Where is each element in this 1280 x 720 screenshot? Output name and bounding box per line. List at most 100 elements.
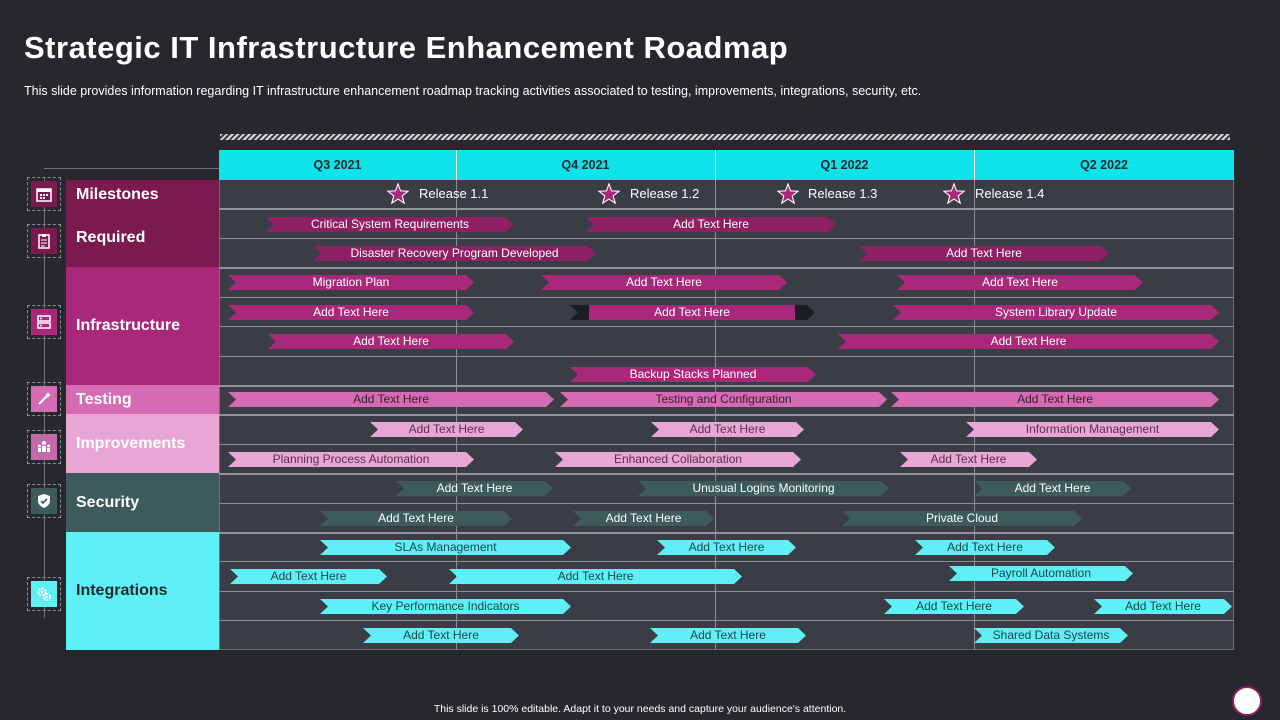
roadmap-bar[interactable]: Testing and Configuration (560, 392, 887, 407)
roadmap-bar[interactable]: Critical System Requirements (266, 217, 514, 232)
grid-hline (219, 620, 1234, 621)
category-label: Required (76, 229, 146, 246)
grid-hline (219, 532, 1234, 534)
roadmap-bar[interactable]: Add Text Here (589, 305, 795, 320)
calendar-icon (31, 181, 57, 207)
grid-hline (219, 267, 1234, 269)
roadmap-bar[interactable]: Add Text Here (230, 569, 387, 584)
roadmap-bar[interactable]: Add Text Here (573, 511, 714, 526)
category-label: Security (76, 493, 140, 511)
category-milestones: Milestones (66, 180, 219, 209)
slide-subtitle: This slide provides information regardin… (24, 84, 922, 98)
roadmap-bar[interactable]: Add Text Here (838, 334, 1219, 349)
grid-hline (219, 473, 1234, 475)
gears-icon (31, 581, 57, 607)
grid-hline (219, 208, 1234, 210)
roadmap-bar[interactable]: Enhanced Collaboration (555, 452, 801, 467)
quarter-q2-2022: Q2 2022 (1080, 158, 1128, 172)
roadmap-bar[interactable]: Add Text Here (884, 599, 1024, 614)
roadmap-bar[interactable]: Add Text Here (541, 275, 787, 290)
roadmap-bar[interactable]: Add Text Here (900, 452, 1037, 467)
category-improvements: Improvements (66, 414, 219, 473)
roadmap-bar[interactable]: Add Text Here (449, 569, 742, 584)
roadmap-bar[interactable]: Add Text Here (974, 481, 1131, 496)
people-icon (31, 434, 57, 460)
header-divider (456, 150, 457, 180)
grid-hline (219, 356, 1234, 357)
grid-hline (219, 414, 1234, 416)
roadmap-bar[interactable]: Add Text Here (228, 305, 474, 320)
roadmap-bar[interactable]: Add Text Here (1094, 599, 1232, 614)
grid-hline (219, 444, 1234, 445)
roadmap-bar[interactable]: Add Text Here (650, 628, 806, 643)
category-label: Testing (76, 390, 132, 408)
roadmap-bar[interactable]: Add Text Here (897, 275, 1143, 290)
roadmap-bar[interactable]: Add Text Here (228, 392, 554, 407)
grid-hline (219, 297, 1234, 298)
infrastructure-icon-frame (27, 305, 61, 339)
category-infrastructure: Infrastructure (66, 267, 219, 385)
milestone-release-1-4: Release 1.4 (975, 186, 1045, 201)
milestone-release-1-1: Release 1.1 (419, 186, 489, 201)
roadmap-bar[interactable]: Key Performance Indicators (320, 599, 571, 614)
milestone-release-1-3: Release 1.3 (808, 186, 878, 201)
roadmap-bar[interactable]: System Library Update (893, 305, 1219, 320)
category-required: Required (66, 209, 219, 267)
grid-hline (219, 503, 1234, 504)
roadmap-bar[interactable]: Backup Stacks Planned (570, 367, 816, 382)
grid-hline (219, 238, 1234, 239)
quarter-q3-2021: Q3 2021 (313, 158, 362, 172)
category-integrations: Integrations (66, 532, 219, 650)
roadmap-bar[interactable]: Add Text Here (363, 628, 519, 643)
star-icon (598, 183, 620, 205)
footer-note: This slide is 100% editable. Adapt it to… (433, 703, 847, 715)
testing-icon-frame (27, 382, 61, 416)
roadmap-bar[interactable]: Add Text Here (396, 481, 553, 496)
quarter-header: Q3 2021 Q4 2021 Q1 2022 Q2 2022 (219, 150, 1234, 180)
roadmap-bar[interactable]: Add Text Here (586, 217, 836, 232)
roadmap-bar[interactable]: Add Text Here (891, 392, 1219, 407)
roadmap-bar[interactable]: Add Text Here (859, 246, 1109, 261)
timeline-connector (44, 168, 219, 169)
category-testing: Testing (66, 385, 219, 414)
roadmap-bar[interactable]: Add Text Here (657, 540, 796, 555)
security-icon-frame (27, 484, 61, 518)
roadmap-bar[interactable]: Add Text Here (915, 540, 1055, 555)
slide-title: Strategic IT Infrastructure Enhancement … (24, 30, 789, 65)
roadmap-bar[interactable]: Shared Data Systems (974, 628, 1128, 643)
magic-wand-icon (31, 386, 57, 412)
server-icon (31, 309, 57, 335)
shield-icon (31, 488, 57, 514)
clipboard-icon (31, 228, 57, 254)
grid-hline (219, 561, 1234, 562)
roadmap-bar[interactable]: Information Management (966, 422, 1219, 437)
roadmap-bar[interactable]: Payroll Automation (949, 566, 1133, 581)
roadmap-bar[interactable]: Add Text Here (370, 422, 523, 437)
required-icon-frame (27, 224, 61, 258)
header-divider (974, 150, 975, 180)
star-icon (387, 183, 409, 205)
roadmap-bar[interactable]: Migration Plan (228, 275, 474, 290)
grid-hline (219, 385, 1234, 387)
category-label: Milestones (76, 185, 159, 203)
roadmap-bar[interactable]: Unusual Logins Monitoring (638, 481, 889, 496)
grid-hline (219, 591, 1234, 592)
improvements-icon-frame (27, 430, 61, 464)
category-security: Security (66, 473, 219, 532)
header-divider (715, 150, 716, 180)
grid-hline (219, 326, 1234, 327)
star-icon (777, 183, 799, 205)
roadmap-bar[interactable]: Add Text Here (268, 334, 514, 349)
integrations-icon-frame (27, 577, 61, 611)
roadmap-bar[interactable]: Add Text Here (320, 511, 512, 526)
roadmap-bar[interactable]: SLAs Management (320, 540, 571, 555)
roadmap-bar[interactable]: Add Text Here (651, 422, 804, 437)
star-icon (943, 183, 965, 205)
category-label: Improvements (76, 434, 186, 452)
milestone-release-1-2: Release 1.2 (630, 186, 700, 201)
roadmap-bar[interactable]: Planning Process Automation (228, 452, 474, 467)
roadmap-bar[interactable]: Disaster Recovery Program Developed (313, 246, 596, 261)
quarter-q4-2021: Q4 2021 (561, 158, 610, 172)
milestones-icon-frame (27, 177, 61, 211)
roadmap-bar[interactable]: Private Cloud (842, 511, 1082, 526)
